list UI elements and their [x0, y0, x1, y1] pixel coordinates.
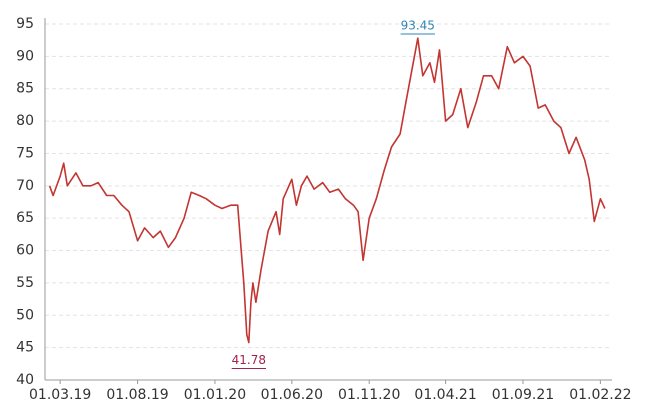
x-tick-label: 01.11.20	[338, 387, 400, 403]
y-tick-label: 90	[16, 48, 34, 64]
annotation-label: 41.78	[232, 353, 266, 367]
y-tick-label: 85	[16, 81, 34, 97]
x-tick-label: 01.03.19	[29, 387, 91, 403]
y-tick-label: 40	[16, 372, 34, 388]
y-tick-label: 60	[16, 243, 34, 259]
y-tick-label: 65	[16, 210, 34, 226]
y-tick-label: 70	[16, 178, 34, 194]
y-tick-label: 80	[16, 113, 34, 129]
y-tick-label: 95	[16, 16, 34, 32]
x-tick-label: 01.02.22	[569, 387, 631, 403]
price-line	[48, 37, 606, 344]
x-tick-label: 01.08.19	[106, 387, 168, 403]
annotation-label: 93.45	[401, 19, 435, 33]
x-tick-label: 01.06.20	[261, 387, 323, 403]
x-tick-label: 01.04.21	[414, 387, 476, 403]
y-tick-label: 55	[16, 275, 34, 291]
y-tick-label: 75	[16, 145, 34, 161]
x-tick-label: 01.01.20	[184, 387, 246, 403]
x-tick-label: 01.09.21	[492, 387, 554, 403]
y-tick-label: 50	[16, 307, 34, 323]
y-tick-label: 45	[16, 340, 34, 356]
